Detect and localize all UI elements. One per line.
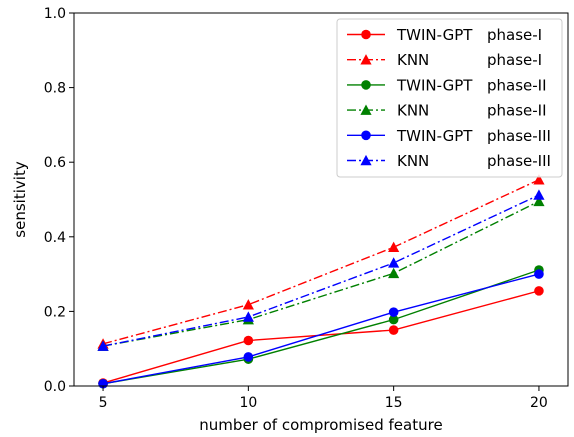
series-line [102,290,540,384]
data-point [243,352,254,362]
legend-phase-label: phase-III [487,152,551,170]
series-line [102,273,540,385]
legend-model-label: KNN [397,152,429,170]
data-point [97,340,109,351]
plot-area [97,174,545,389]
legend-phase-label: phase-I [487,51,542,69]
legend-entry: TWIN-GPT phase-II [347,76,547,94]
legend-box [336,18,563,178]
x-tick-label: 10 [239,395,257,411]
series-line [102,200,540,347]
legend-marker [361,130,371,141]
data-point [533,174,545,185]
y-tick-label: 1.0 [44,6,66,22]
data-point [534,269,544,279]
data-point [533,189,545,200]
legend-marker [360,154,372,166]
legend-model-label: TWIN-GPT [396,26,473,44]
legend: TWIN-GPT phase-I KNN phase-I TWIN-GPT phase-I… [336,18,563,178]
legend-entry: KNN phase-I [347,51,542,69]
legend-phase-label: phase-II [487,76,547,94]
series-line [102,194,540,347]
x-axis-label: number of compromised feature [199,416,442,434]
legend-phase-label: phase-I [487,26,542,44]
legend-marker [360,104,372,115]
legend-marker [361,80,371,90]
series-line [102,269,540,385]
legend-model-label: TWIN-GPT [396,127,473,145]
data-point [388,257,400,268]
legend-phase-label: phase-II [487,102,547,120]
x-tick-label: 5 [99,395,108,411]
y-axis-label: sensitivity [11,161,29,238]
series-knn-phase-iii [97,189,545,351]
data-point [388,267,400,279]
legend-phase-label: phase-III [487,127,551,145]
series-line [102,179,540,345]
y-tick-label: 0.2 [44,304,66,320]
data-point [242,311,254,322]
y-tick-label: 0.0 [44,379,66,395]
x-axis: 5 10 15 20 [99,386,548,411]
legend-model-label: TWIN-GPT [396,76,473,94]
data-point [388,325,399,335]
y-axis: 0.0 0.2 0.4 0.6 0.8 1.0 [44,6,74,395]
legend-entry: TWIN-GPT phase-I [347,26,542,44]
data-point [534,286,544,296]
data-point [388,314,399,325]
y-tick-label: 0.8 [44,81,66,97]
y-tick-label: 0.4 [44,230,66,246]
legend-model-label: KNN [397,102,429,120]
legend-entry: KNN phase-III [347,152,551,170]
data-point [243,335,254,346]
legend-marker [361,29,371,40]
axes-frame [73,12,569,387]
x-tick-label: 20 [530,395,548,411]
y-tick-label: 0.6 [44,155,66,171]
data-point [533,195,545,207]
legend-marker [360,54,372,65]
data-point [388,307,399,317]
legend-entry: TWIN-GPT phase-III [347,127,551,145]
legend-model-label: KNN [397,51,429,69]
data-point [242,299,254,310]
x-tick-label: 15 [385,395,403,411]
legend-entry: KNN phase-II [347,102,547,120]
data-point [388,241,400,253]
